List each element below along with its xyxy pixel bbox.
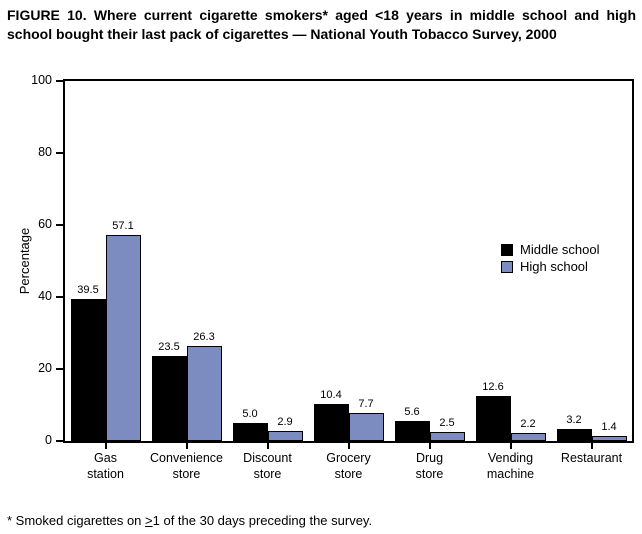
bar-value-label: 1.4	[601, 420, 617, 433]
x-tick	[104, 443, 107, 449]
bar-high-school	[105, 235, 141, 441]
bar-middle-school	[232, 423, 268, 441]
x-category-label: Discount store	[243, 451, 292, 481]
bar-value-label: 2.5	[439, 417, 455, 429]
x-tick	[266, 443, 269, 449]
bar-middle-school	[475, 395, 511, 441]
x-tick	[347, 443, 350, 449]
x-category-label: Grocery store	[326, 451, 371, 481]
bar-middle-school	[313, 403, 349, 441]
y-tick	[56, 152, 65, 154]
bar-value-label: 5.6	[404, 405, 420, 418]
x-category-label: Gas station	[87, 451, 124, 481]
bar-value-label: 3.2	[566, 414, 582, 427]
plot-frame	[63, 79, 634, 443]
plot-area: 39.5 23.5 5.0 10.4 5.6 12.6 3.2 57.1 26.3 2.9 7.7 2…	[65, 81, 632, 441]
bar-middle-school	[556, 429, 592, 441]
bar-value-label: 2.2	[520, 418, 536, 431]
legend: Middle school High school	[501, 243, 600, 277]
footnote-prefix: * Smoked cigarettes on	[7, 513, 146, 528]
bar-middle-school	[394, 420, 430, 441]
bar-value-label: 12.6	[482, 380, 504, 393]
bar-value-label: 10.4	[320, 388, 342, 401]
y-tick-label: 100	[31, 73, 52, 87]
bar-high-school	[348, 413, 384, 441]
bar-high-school	[267, 430, 303, 441]
bar-high-school	[510, 433, 546, 441]
greater-equal-symbol: >	[145, 513, 153, 528]
y-tick-label: 40	[38, 289, 52, 303]
x-tick	[590, 443, 593, 449]
bar-high-school	[186, 346, 222, 441]
x-category-label: Convenience store	[150, 451, 223, 481]
y-tick	[56, 224, 65, 226]
bar-value-label: 7.7	[358, 398, 374, 411]
y-tick-label: 0	[45, 433, 52, 447]
legend-item: Middle school	[501, 243, 600, 257]
bar-middle-school	[70, 298, 106, 441]
legend-label: High school	[520, 259, 588, 274]
bar-value-label: 2.9	[277, 415, 293, 428]
x-tick	[509, 443, 512, 449]
legend-item: High school	[501, 260, 600, 274]
bar-high-school	[591, 435, 627, 441]
bar-middle-school	[151, 356, 187, 441]
x-category-label: Vending machine	[486, 451, 535, 481]
y-tick	[56, 80, 65, 82]
bar-value-label: 5.0	[242, 408, 258, 420]
x-category-label: Restaurant	[560, 451, 623, 465]
bar-high-school	[429, 432, 465, 441]
bar-value-label: 39.5	[77, 283, 99, 296]
y-tick-label: 20	[38, 361, 52, 375]
legend-swatch	[501, 244, 513, 256]
figure-title: FIGURE 10. Where current cigarette smoke…	[7, 7, 636, 42]
bar-value-label: 57.1	[112, 220, 134, 233]
footnote-suffix: 1 of the 30 days preceding the survey.	[152, 513, 373, 528]
y-tick-label: 80	[38, 145, 52, 159]
y-tick	[56, 368, 65, 370]
x-category-label: Drug store	[415, 451, 444, 481]
y-tick-label: 60	[38, 217, 52, 231]
x-tick	[428, 443, 431, 449]
bar-value-label: 26.3	[193, 331, 215, 344]
bar-value-label: 23.5	[158, 341, 180, 354]
legend-swatch	[501, 261, 513, 273]
x-tick	[185, 443, 188, 449]
y-tick	[56, 440, 65, 442]
footnote: * Smoked cigarettes on >1 of the 30 days…	[7, 513, 372, 528]
legend-label: Middle school	[520, 242, 600, 257]
y-tick	[56, 296, 65, 298]
